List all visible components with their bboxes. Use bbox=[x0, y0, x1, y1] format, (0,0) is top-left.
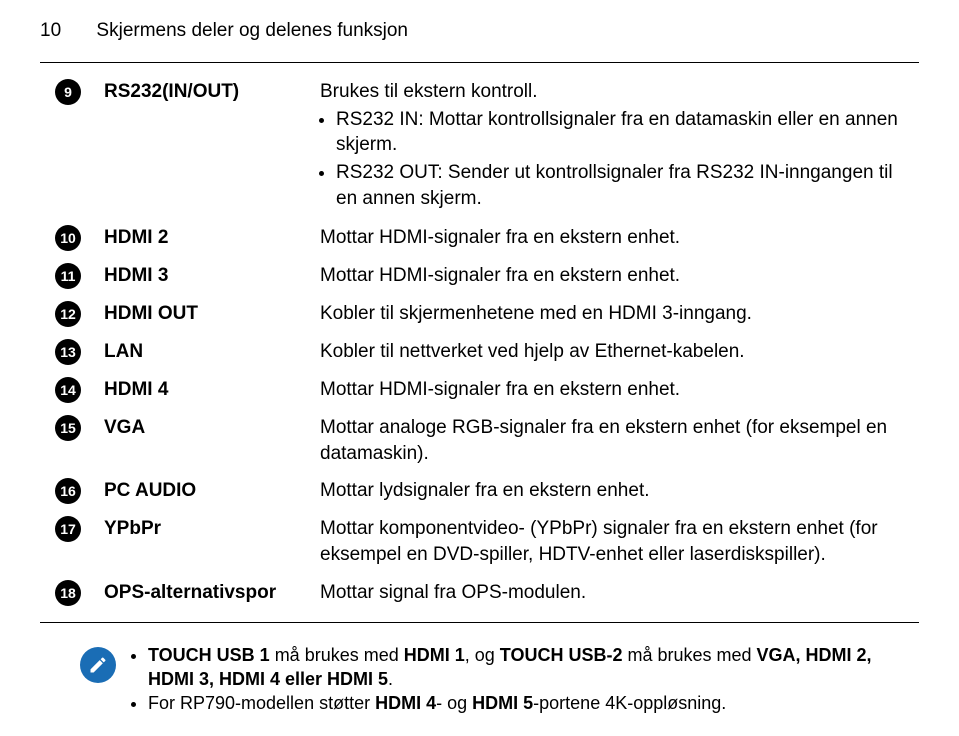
page-header: 10 Skjermens deler og delenes funksjon bbox=[40, 20, 919, 42]
note-b2-bold4: HDMI 5 bbox=[472, 693, 533, 713]
note-b2-text1: For RP790-modellen støtter bbox=[148, 693, 375, 713]
port-description: Mottar lydsignaler fra en ekstern enhet. bbox=[312, 472, 919, 510]
port-name: HDMI 4 bbox=[96, 371, 312, 409]
row-number-badge: 10 bbox=[55, 225, 81, 251]
note-b1-text6: må brukes med bbox=[622, 645, 756, 665]
table-row: 15 VGAMottar analoge RGB-signaler fra en … bbox=[40, 409, 919, 472]
note-b2-text5: -portene 4K-oppløsning. bbox=[533, 693, 726, 713]
port-description: Mottar HDMI-signaler fra en ekstern enhe… bbox=[312, 219, 919, 257]
page-title: Skjermens deler og delenes funksjon bbox=[96, 20, 408, 41]
desc-bullet: RS232 IN: Mottar kontrollsignaler fra en… bbox=[336, 107, 911, 158]
table-row: 12 HDMI OUTKobler til skjermenhetene med … bbox=[40, 295, 919, 333]
port-description: Kobler til skjermenhetene med en HDMI 3-… bbox=[312, 295, 919, 333]
table-row: 18 OPS-alternativsporMottar signal fra OP… bbox=[40, 574, 919, 612]
port-name: OPS-alternativspor bbox=[96, 574, 312, 612]
row-number-badge: 15 bbox=[55, 415, 81, 441]
footer-rule bbox=[40, 622, 919, 623]
table-row: 16 PC AUDIOMottar lydsignaler fra en ekst… bbox=[40, 472, 919, 510]
desc-line: Brukes til ekstern kontroll. bbox=[320, 79, 911, 105]
note-b2-text3: - og bbox=[436, 693, 472, 713]
note-b1-bold1: TOUCH USB 1 bbox=[148, 645, 270, 665]
port-description: Kobler til nettverket ved hjelp av Ether… bbox=[312, 333, 919, 371]
port-name: LAN bbox=[96, 333, 312, 371]
row-number-badge: 14 bbox=[55, 377, 81, 403]
row-number-badge: 11 bbox=[55, 263, 81, 289]
port-description: Mottar HDMI-signaler fra en ekstern enhe… bbox=[312, 371, 919, 409]
header-rule bbox=[40, 62, 919, 63]
row-number-badge: 16 bbox=[55, 478, 81, 504]
desc-bullet: RS232 OUT: Sender ut kontrollsignaler fr… bbox=[336, 160, 911, 211]
pencil-icon bbox=[80, 647, 116, 683]
note-b1-bold3: HDMI 1 bbox=[404, 645, 465, 665]
note-row: TOUCH USB 1 må brukes med HDMI 1, og TOU… bbox=[40, 643, 919, 716]
table-row: 9RS232(IN/OUT)Brukes til ekstern kontrol… bbox=[40, 73, 919, 219]
table-row: 11 HDMI 3Mottar HDMI-signaler fra en ekst… bbox=[40, 257, 919, 295]
row-number-badge: 9 bbox=[55, 79, 81, 105]
port-description: Mottar analoge RGB-signaler fra en ekste… bbox=[312, 409, 919, 472]
row-number-badge: 13 bbox=[55, 339, 81, 365]
row-number-badge: 17 bbox=[55, 516, 81, 542]
port-name: VGA bbox=[96, 409, 312, 472]
note-b1-text8: . bbox=[388, 669, 393, 689]
port-description: Mottar signal fra OPS-modulen. bbox=[312, 574, 919, 612]
note-text: TOUCH USB 1 må brukes med HDMI 1, og TOU… bbox=[132, 643, 919, 716]
port-name: HDMI 3 bbox=[96, 257, 312, 295]
port-description: Mottar komponentvideo- (YPbPr) signaler … bbox=[312, 510, 919, 573]
table-row: 13 LANKobler til nettverket ved hjelp av … bbox=[40, 333, 919, 371]
page-number: 10 bbox=[40, 20, 61, 42]
port-table: 9RS232(IN/OUT)Brukes til ekstern kontrol… bbox=[40, 73, 919, 612]
port-name: PC AUDIO bbox=[96, 472, 312, 510]
note-b2-bold2: HDMI 4 bbox=[375, 693, 436, 713]
table-row: 14 HDMI 4Mottar HDMI-signaler fra en ekst… bbox=[40, 371, 919, 409]
port-name: HDMI 2 bbox=[96, 219, 312, 257]
port-name: RS232(IN/OUT) bbox=[96, 73, 312, 219]
row-number-badge: 12 bbox=[55, 301, 81, 327]
note-bullet-2: For RP790-modellen støtter HDMI 4- og HD… bbox=[148, 691, 919, 715]
port-description: Brukes til ekstern kontroll.RS232 IN: Mo… bbox=[312, 73, 919, 219]
row-number-badge: 18 bbox=[55, 580, 81, 606]
port-name: YPbPr bbox=[96, 510, 312, 573]
note-b1-text4: , og bbox=[465, 645, 500, 665]
port-name: HDMI OUT bbox=[96, 295, 312, 333]
table-row: 17 YPbPrMottar komponentvideo- (YPbPr) si… bbox=[40, 510, 919, 573]
table-row: 10 HDMI 2Mottar HDMI-signaler fra en ekst… bbox=[40, 219, 919, 257]
port-description: Mottar HDMI-signaler fra en ekstern enhe… bbox=[312, 257, 919, 295]
note-bullet-1: TOUCH USB 1 må brukes med HDMI 1, og TOU… bbox=[148, 643, 919, 692]
note-b1-text2: må brukes med bbox=[270, 645, 404, 665]
note-b1-bold5: TOUCH USB-2 bbox=[500, 645, 623, 665]
